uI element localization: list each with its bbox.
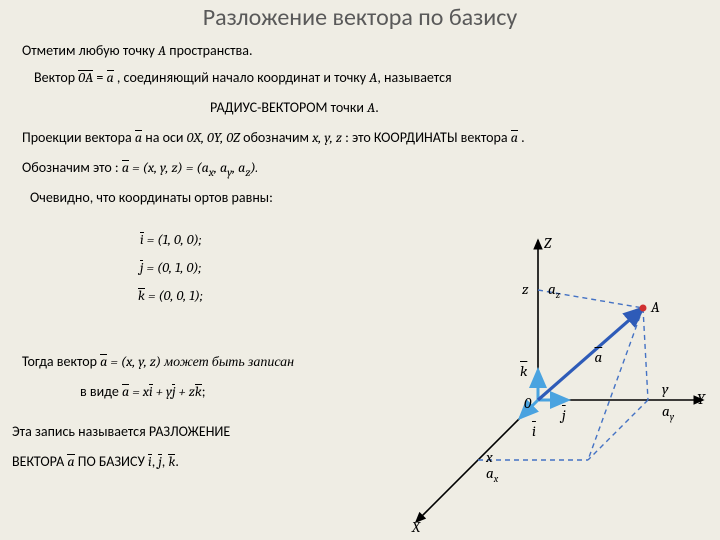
line8: в виде a = xi + yj + zk; bbox=[80, 383, 205, 400]
ort-k: k = (0, 0, 1); bbox=[138, 287, 203, 304]
line9: Эта запись называется РАЗЛОЖЕНИЕ bbox=[12, 423, 230, 440]
line4: Проекции вектора a на оси 0X, 0Y, 0Z обо… bbox=[22, 129, 525, 146]
line6: Очевидно, что координаты ортов равны: bbox=[30, 189, 300, 207]
line7: Тогда вектор a = (x, y, z) может быть за… bbox=[22, 353, 294, 371]
ort-j: j = (0, 1, 0); bbox=[140, 259, 201, 276]
line2: Вектор 0A = a , соединяющий начало коорд… bbox=[34, 69, 452, 86]
line10: ВЕКТОРА a ПО БАЗИСУ i, j, k. bbox=[12, 453, 179, 470]
vector-diagram: ZYX0zazyayxaxAakji bbox=[408, 230, 708, 530]
slide-title: Разложение вектора по базису bbox=[150, 4, 570, 33]
ort-i: i = (1, 0, 0); bbox=[140, 231, 202, 248]
line5: Обозначим это : a = (x, y, z) = (ax, ay,… bbox=[22, 159, 258, 179]
line1: Отметим любую точку A пространства. bbox=[22, 42, 253, 59]
line3: РАДИУС-ВЕКТОРОМ точки A. bbox=[210, 99, 379, 116]
